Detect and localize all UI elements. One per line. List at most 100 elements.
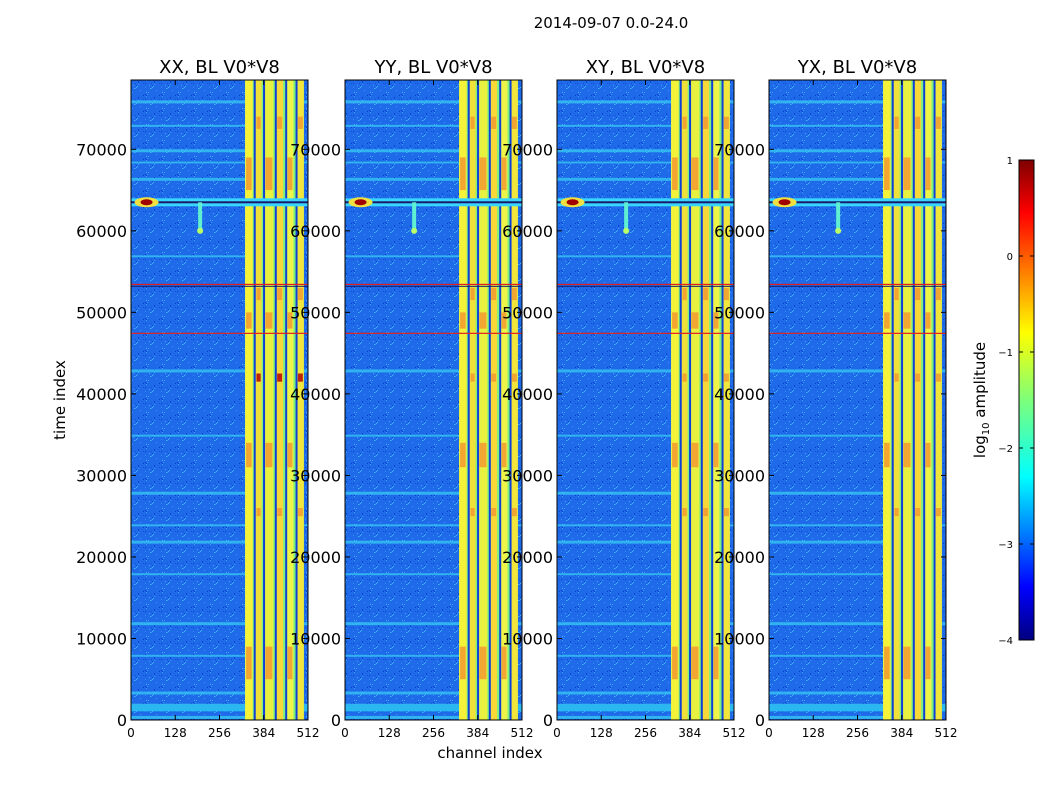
x-tick-label: 512: [297, 726, 320, 740]
rfi-blob: [265, 157, 273, 191]
colorbar-tick-label: 1: [1007, 156, 1013, 167]
streak: [769, 124, 885, 127]
channel-gap: [721, 80, 724, 720]
panels: XX, BL V0*V8 0 128 256 384 512 0 10000 20000 3000…: [76, 57, 957, 740]
y-tick-label: 40000: [290, 385, 341, 404]
streak: [557, 524, 734, 527]
red-line: [131, 283, 308, 286]
streak: [557, 100, 734, 104]
y-tick-label: 20000: [714, 548, 765, 567]
y-tick-label: 40000: [502, 385, 553, 404]
channel-gap: [509, 80, 512, 720]
x-tick-label: 128: [802, 726, 825, 740]
streak: [345, 369, 522, 373]
streak: [557, 161, 734, 164]
streak: [345, 124, 461, 127]
channel-gap: [679, 80, 682, 720]
rfi-blob: [925, 646, 931, 680]
streak: [769, 654, 885, 657]
event-line: [131, 201, 308, 204]
streak: [345, 573, 461, 576]
rfi-blob: [723, 373, 729, 382]
x-tick-label: 0: [553, 726, 561, 740]
event-drip: [624, 202, 629, 231]
streak: [769, 524, 946, 527]
x-tick-label: 256: [422, 726, 445, 740]
streak: [345, 491, 461, 495]
y-tick-label: 0: [543, 711, 553, 730]
x-tick-label: 512: [935, 726, 958, 740]
rfi-blob: [479, 312, 487, 329]
red-line: [769, 283, 946, 286]
channel-gap: [467, 80, 470, 720]
dark-line: [557, 285, 734, 287]
streak: [769, 177, 885, 181]
streak: [131, 149, 247, 153]
streak: [557, 149, 673, 153]
streak: [769, 705, 946, 712]
y-tick-label: 60000: [290, 222, 341, 241]
rfi-blob: [925, 442, 931, 468]
rfi-channel: [883, 80, 891, 720]
x-tick-label: 384: [466, 726, 489, 740]
streak: [769, 491, 885, 495]
rfi-blob: [723, 508, 729, 517]
streak: [557, 703, 734, 706]
streak: [131, 434, 247, 437]
channel-gap: [477, 80, 480, 720]
rfi-blob: [713, 312, 719, 329]
rfi-blob: [682, 508, 687, 517]
y-tick-label: 20000: [290, 548, 341, 567]
colorbar-gradient: [1018, 159, 1035, 641]
channel-gap: [253, 80, 256, 720]
rfi-blob: [470, 287, 475, 301]
panel-yx: YX, BL V0*V8 0 128 256 384 512 0 10000 20000 3000…: [714, 57, 957, 740]
rfi-blob: [287, 646, 293, 680]
rfi-blob: [479, 442, 487, 468]
streak: [769, 703, 946, 706]
streak: [769, 540, 885, 544]
event-core: [354, 199, 367, 206]
streak: [769, 255, 885, 258]
streak: [345, 715, 461, 719]
streak: [345, 705, 522, 712]
rfi-blob: [691, 442, 699, 468]
rfi-blob: [479, 157, 487, 191]
rfi-channel: [490, 80, 498, 720]
rfi-blob: [691, 157, 699, 191]
streak: [557, 654, 673, 657]
streak: [345, 149, 461, 153]
panel-xx: XX, BL V0*V8 0 128 256 384 512 0 10000 20000 3000…: [76, 57, 319, 740]
y-tick-label: 40000: [76, 385, 127, 404]
rfi-blob: [935, 508, 941, 517]
streak: [131, 573, 247, 576]
event-drip: [198, 202, 203, 231]
streak: [131, 540, 247, 544]
dark-line: [769, 285, 946, 287]
streak: [345, 434, 461, 437]
y-tick-label: 50000: [502, 303, 553, 322]
rfi-blob: [501, 312, 507, 329]
streak: [557, 369, 734, 373]
rfi-channel: [286, 80, 294, 720]
streak: [557, 255, 673, 258]
rfi-blob: [297, 508, 303, 517]
x-tick-label: 512: [511, 726, 534, 740]
rfi-blob: [470, 508, 475, 517]
rfi-blob: [460, 646, 466, 680]
rfi-blob: [903, 442, 911, 468]
streak: [769, 161, 946, 164]
rfi-blob: [915, 373, 921, 382]
rfi-blob: [479, 646, 487, 680]
rfi-channel: [702, 80, 710, 720]
rfi-blob: [884, 442, 890, 468]
rfi-blob: [884, 646, 890, 680]
y-tick-label: 60000: [76, 222, 127, 241]
channel-gap: [923, 80, 926, 720]
red-line: [557, 332, 734, 334]
event-drip-end: [411, 227, 418, 234]
x-tick-label: 256: [208, 726, 231, 740]
y-tick-label: 60000: [714, 222, 765, 241]
rfi-blob: [460, 442, 466, 468]
